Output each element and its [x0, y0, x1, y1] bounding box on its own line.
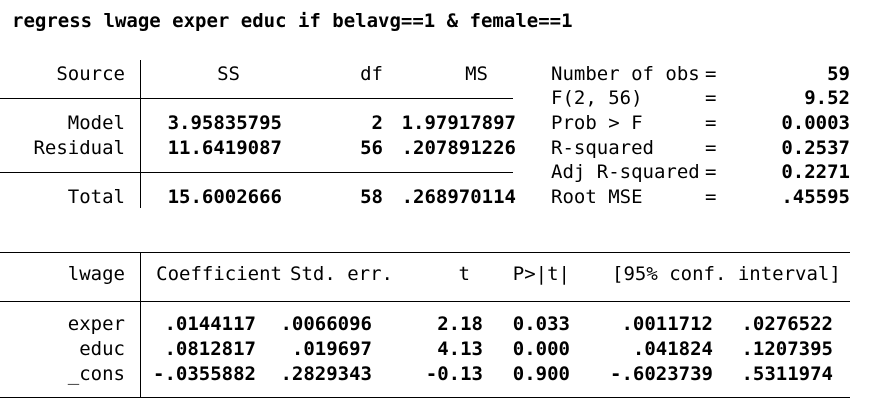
ci-low-value: .041824 — [632, 338, 713, 360]
p-value: 0.000 — [512, 338, 570, 360]
p-value: 0.900 — [512, 363, 570, 385]
stderr-value: .0066096 — [280, 313, 372, 335]
stat-row: Prob > F = 0.0003 — [0, 111, 875, 136]
stat-row: Adj R-squared = 0.2271 — [0, 160, 875, 185]
coef-header-rule — [0, 301, 850, 302]
stat-label: Root MSE — [551, 186, 643, 208]
ci-high-value: .1207395 — [741, 338, 833, 360]
anova-ss-value: 3.95835795 — [167, 112, 282, 134]
coef-row-var: educ — [79, 338, 125, 360]
coef-value: .0144117 — [164, 313, 256, 335]
coef-divider-rule — [140, 252, 141, 397]
stat-value: 59 — [827, 63, 850, 85]
stat-value: 0.0003 — [781, 112, 850, 134]
ci-low-value: .0011712 — [621, 313, 713, 335]
stat-row: R-squared = 0.2537 — [0, 136, 875, 161]
stat-equals: = — [705, 63, 717, 85]
anova-ms-value: 1.97917897 — [401, 112, 516, 134]
table-row: Total 15.6002666 58 .268970114 — [0, 185, 875, 210]
ci-high-value: .5311974 — [741, 363, 833, 385]
p-value: 0.033 — [512, 313, 570, 335]
stat-label: F(2, 56) — [551, 87, 643, 109]
coef-value: .0812817 — [164, 338, 256, 360]
anova-row-label: Residual — [33, 137, 125, 159]
stat-label: Prob > F — [551, 112, 643, 134]
stat-equals: = — [705, 87, 717, 109]
coef-row-var: exper — [67, 313, 125, 335]
stat-value: 0.2537 — [781, 137, 850, 159]
table-row: _cons -.0355882 .2829343 -0.13 0.900 -.6… — [0, 362, 875, 387]
anova-df-value: 2 — [371, 112, 383, 134]
anova-header-source: Source — [56, 63, 125, 85]
anova-header-rule — [0, 98, 513, 99]
anova-header-row: Source SS df MS — [0, 62, 875, 87]
stat-row: Root MSE = .45595 — [0, 185, 875, 210]
stat-value: 9.52 — [804, 87, 850, 109]
anova-df-value: 58 — [360, 186, 383, 208]
coef-header-row: lwage Coefficient Std. err. t P>|t| [95%… — [0, 262, 875, 287]
anova-ss-value: 11.6419087 — [167, 137, 282, 159]
t-value: -0.13 — [425, 363, 483, 385]
coef-top-rule — [0, 252, 850, 253]
anova-total-rule — [0, 172, 513, 173]
table-row: educ .0812817 .019697 4.13 0.000 .041824… — [0, 337, 875, 362]
stat-equals: = — [705, 137, 717, 159]
coef-header-ci: [95% conf. interval] — [612, 263, 841, 285]
coef-value: -.0355882 — [153, 363, 256, 385]
stat-value: 0.2271 — [781, 161, 850, 183]
anova-header-ss: SS — [217, 63, 240, 85]
anova-row-label: Total — [67, 186, 125, 208]
anova-row-label: Model — [67, 112, 125, 134]
t-value: 2.18 — [437, 313, 483, 335]
anova-ms-value: .268970114 — [401, 186, 516, 208]
ci-high-value: .0276522 — [741, 313, 833, 335]
stat-label: Adj R-squared — [551, 161, 700, 183]
coef-header-coefficient: Coefficient — [156, 263, 282, 285]
anova-header-df: df — [360, 63, 383, 85]
stat-equals: = — [705, 186, 717, 208]
stderr-value: .2829343 — [280, 363, 372, 385]
coef-header-stderr: Std. err. — [290, 263, 393, 285]
anova-ms-value: .207891226 — [401, 137, 516, 159]
table-row: Residual 11.6419087 56 .207891226 — [0, 136, 875, 161]
coef-row-var: _cons — [67, 363, 125, 385]
stat-label: R-squared — [551, 137, 654, 159]
stat-row: Number of obs = 59 — [0, 62, 875, 87]
stat-label: Number of obs — [551, 63, 700, 85]
anova-header-ms: MS — [465, 63, 488, 85]
t-value: 4.13 — [437, 338, 483, 360]
stat-equals: = — [705, 112, 717, 134]
anova-df-value: 56 — [360, 137, 383, 159]
command-line: regress lwage exper educ if belavg==1 & … — [12, 10, 573, 32]
anova-ss-value: 15.6002666 — [167, 186, 282, 208]
coef-header-depvar: lwage — [67, 263, 125, 285]
coef-header-p: P>|t| — [512, 263, 570, 285]
anova-divider-rule — [140, 60, 141, 208]
table-row: Model 3.95835795 2 1.97917897 — [0, 111, 875, 136]
stderr-value: .019697 — [291, 338, 372, 360]
stat-value: .45595 — [781, 186, 850, 208]
table-row: exper .0144117 .0066096 2.18 0.033 .0011… — [0, 312, 875, 337]
ci-low-value: -.6023739 — [610, 363, 713, 385]
stat-row: F(2, 56) = 9.52 — [0, 86, 875, 111]
stat-equals: = — [705, 161, 717, 183]
coef-header-t: t — [458, 263, 470, 285]
coef-bottom-rule — [0, 397, 850, 398]
